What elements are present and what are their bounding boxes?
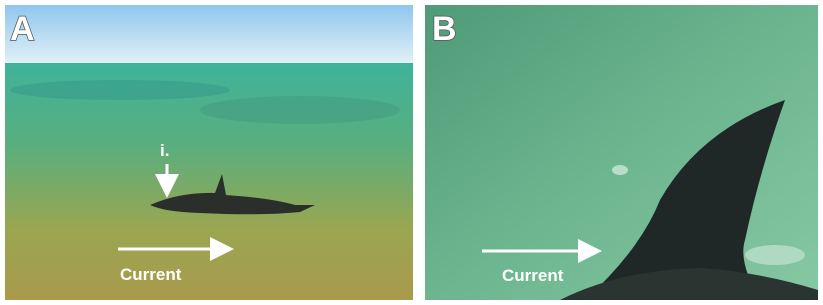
page: A i. Current B Current (() => { const da… (0, 0, 823, 305)
current-label: Current (120, 265, 182, 284)
figure: A i. Current B Current (0, 0, 823, 305)
current-label: Current (502, 266, 564, 285)
marker-label: i. (160, 141, 169, 160)
panel-a: A i. Current (5, 5, 413, 300)
reef-shadow (200, 96, 400, 124)
glint (612, 165, 628, 175)
reef-shadow (10, 80, 230, 100)
panel-label: B (432, 10, 457, 48)
panel-b: B Current (425, 5, 818, 300)
panel-label: A (10, 10, 35, 48)
sky (5, 5, 413, 65)
splash (745, 245, 805, 265)
